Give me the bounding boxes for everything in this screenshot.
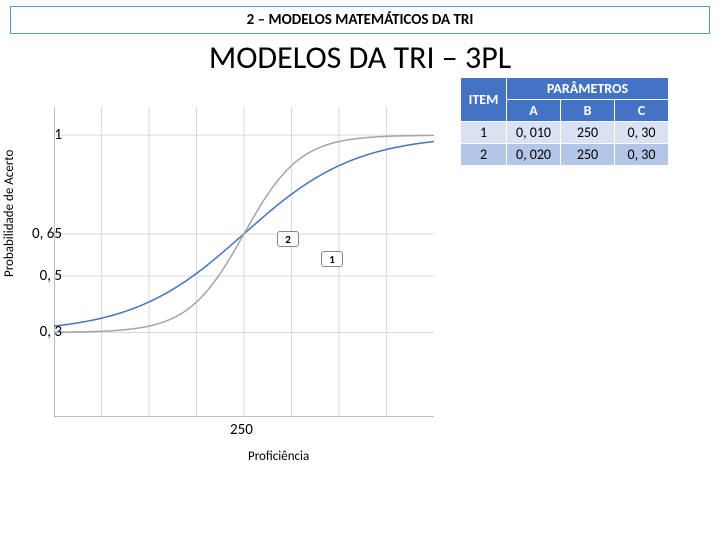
cell-param: 0, 020 [507,144,561,166]
table-row: 20, 0202500, 30 [461,144,669,166]
table-column-header: B [561,100,615,122]
table-column-header: A [507,100,561,122]
curve-badge: 2 [277,231,299,247]
x-tick-label: 250 [230,421,253,439]
cell-item: 2 [461,144,507,166]
cell-item: 1 [461,122,507,144]
slide-header-box: 2 – MODELOS MATEMÁTICOS DA TRI [10,6,710,34]
x-axis-label: Proficiência [248,449,309,464]
table-header-item: ITEM [461,78,507,122]
cell-param: 250 [561,122,615,144]
chart-svg [54,107,434,417]
plot-area [54,107,434,417]
table-header-params: PARÂMETROS [507,78,669,100]
cell-param: 0, 30 [615,144,669,166]
chart-container: Probabilidade de Acerto 10, 650, 50, 3 2… [8,97,450,497]
parameters-table: ITEM PARÂMETROS ABC 10, 0102500, 3020, 0… [460,77,669,166]
cell-param: 0, 010 [507,122,561,144]
cell-param: 250 [561,144,615,166]
cell-param: 0, 30 [615,122,669,144]
main-area: Probabilidade de Acerto 1 0, 65 0, 5 0, 3 2… [0,77,720,527]
slide-title: MODELOS DA TRI – 3PL [0,38,720,77]
y-tick-label: 0, 3 [22,323,62,341]
curve-badge: 1 [321,251,343,267]
slide-header: 2 – MODELOS MATEMÁTICOS DA TRI [11,11,709,29]
y-tick-label: 1 [22,126,62,144]
y-tick-label: 0, 65 [22,225,62,243]
y-tick-label: 0, 5 [22,267,62,285]
y-axis-label: Probabilidade de Acerto [2,150,17,277]
table-row: 10, 0102500, 30 [461,122,669,144]
table-column-header: C [615,100,669,122]
